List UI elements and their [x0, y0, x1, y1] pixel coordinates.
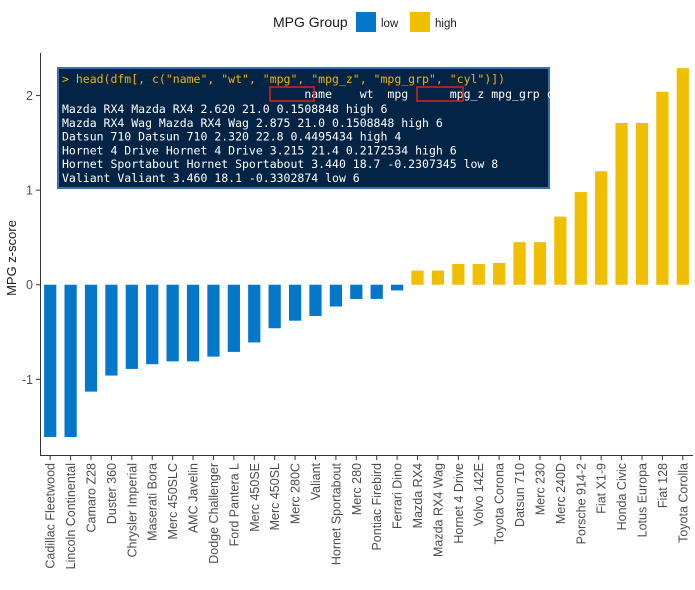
console-rows: Mazda RX4 Mazda RX4 2.620 21.0 0.1508848…: [62, 102, 498, 185]
bar-amc-javelin: [186, 284, 200, 362]
console-row: Datsun 710 Datsun 710 2.320 22.8 0.44954…: [62, 130, 401, 144]
x-tick-label: Maserati Bora: [146, 463, 160, 541]
x-tick-label: Ferrari Dino: [391, 463, 405, 529]
x-tick-label: Valiant: [309, 462, 323, 500]
x-tick-label: Merc 280: [350, 463, 364, 515]
bar-merc-240d: [554, 216, 567, 285]
console-row: Mazda RX4 Wag Mazda RX4 Wag 2.875 21.0 0…: [62, 116, 443, 130]
bar-hornet-4-drive: [452, 263, 465, 285]
x-tick-label: Ford Pantera L: [227, 463, 241, 546]
bar-porsche-914-2: [574, 192, 587, 285]
console-row: Hornet Sportabout Hornet Sportabout 3.44…: [62, 157, 498, 171]
console-row: Mazda RX4 Mazda RX4 2.620 21.0 0.1508848…: [62, 102, 387, 116]
bar-cadillac-fleetwood: [44, 284, 57, 438]
highlight-mpg-z-column: [416, 86, 464, 102]
bar-honda-civic: [615, 122, 628, 285]
bar-merc-450se: [248, 284, 261, 343]
y-tick-label: -1: [22, 373, 33, 387]
x-tick-label: Volvo 142E: [472, 463, 486, 526]
x-tick-label: Merc 230: [533, 463, 547, 515]
console-row: Hornet 4 Drive Hornet 4 Drive 3.215 21.4…: [62, 143, 457, 157]
bars: [44, 68, 689, 438]
bar-duster-360: [105, 284, 118, 376]
x-tick-label: Datsun 710: [513, 463, 527, 527]
console-row: Valiant Valiant 3.460 18.1 -0.3302874 lo…: [62, 171, 360, 185]
bar-camaro-z28: [84, 284, 98, 392]
x-tick-label: Lotus Europa: [635, 463, 649, 537]
y-axis-title: MPG z-score: [4, 220, 19, 296]
x-tick-label: Hornet 4 Drive: [452, 463, 466, 544]
bar-chrysler-imperial: [125, 284, 138, 369]
x-axis: Cadillac Fleetwood Lincoln Continental Cam…: [44, 456, 690, 569]
bar-ford-pantera-l: [227, 284, 240, 352]
bar-merc-230: [533, 242, 547, 285]
bar-merc-280c: [288, 284, 302, 321]
x-tick-label: Cadillac Fleetwood: [44, 463, 58, 569]
legend-swatch-low: [356, 12, 376, 32]
x-tick-label: Toyota Corolla: [676, 463, 690, 543]
bar-mazda-rx4: [411, 270, 424, 285]
bar-fiat-128: [656, 91, 669, 285]
x-tick-label: Mazda RX4 Wag: [431, 463, 445, 557]
bar-merc-450sl: [268, 284, 281, 329]
bar-merc-450slc: [166, 284, 179, 362]
bar-mazda-rx4-wag: [431, 270, 445, 285]
x-tick-label: Mazda RX4: [411, 463, 425, 528]
bar-merc-280: [350, 284, 363, 299]
bar-hornet-sportabout: [329, 284, 343, 307]
x-tick-label: AMC Javelin: [187, 463, 201, 533]
bar-ferrari-dino: [390, 284, 404, 291]
x-tick-label: Merc 450SLC: [166, 463, 180, 539]
x-tick-label: Merc 240D: [554, 463, 568, 524]
x-tick-label: Toyota Corona: [493, 463, 507, 544]
x-tick-label: Merc 450SL: [268, 463, 282, 530]
legend: MPG Group low high: [273, 12, 457, 32]
bar-fiat-x1-9: [595, 171, 608, 285]
legend-swatch-high: [410, 12, 430, 32]
bar-toyota-corolla: [676, 68, 689, 285]
bar-volvo-142e: [472, 263, 485, 285]
bar-pontiac-firebird: [370, 284, 383, 299]
console-background: [57, 67, 550, 189]
r-console-output: > head(dfm[, c("name", "wt", "mpg", "mpg…: [57, 67, 567, 189]
x-tick-label: Porsche 914-2: [574, 463, 588, 544]
x-tick-label: Fiat 128: [656, 463, 670, 508]
y-tick-label: 1: [26, 184, 33, 198]
legend-label-low: low: [381, 18, 399, 30]
x-tick-label: Lincoln Continental: [64, 463, 78, 569]
bar-valiant: [309, 284, 322, 316]
bar-maserati-bora: [146, 284, 159, 365]
console-command: > head(dfm[, c("name", "wt", "mpg", "mpg…: [62, 72, 505, 86]
x-tick-label: Dodge Challenger: [207, 463, 221, 564]
x-tick-label: Hornet Sportabout: [329, 462, 343, 565]
x-tick-label: Chrysler Imperial: [125, 463, 139, 557]
x-tick-label: Merc 280C: [289, 463, 303, 524]
y-tick-label: 2: [26, 89, 33, 103]
y-axis: -1 0 1 2: [22, 89, 40, 387]
x-tick-label: Camaro Z28: [85, 463, 99, 533]
x-tick-label: Merc 450SE: [248, 463, 262, 532]
highlight-name-column: [269, 86, 315, 102]
y-tick-label: 0: [26, 278, 33, 292]
bar-lotus-europa: [635, 122, 649, 285]
bar-toyota-corona: [493, 262, 506, 285]
x-tick-label: Pontiac Firebird: [370, 463, 384, 551]
x-tick-label: Honda Civic: [615, 463, 629, 530]
legend-label-high: high: [435, 18, 457, 30]
x-tick-label: Duster 360: [105, 463, 119, 524]
bar-dodge-challenger: [207, 284, 220, 357]
bar-lincoln-continental: [64, 284, 77, 438]
legend-title: MPG Group: [273, 14, 348, 30]
bar-datsun-710: [513, 242, 526, 285]
x-tick-label: Fiat X1-9: [595, 463, 609, 514]
